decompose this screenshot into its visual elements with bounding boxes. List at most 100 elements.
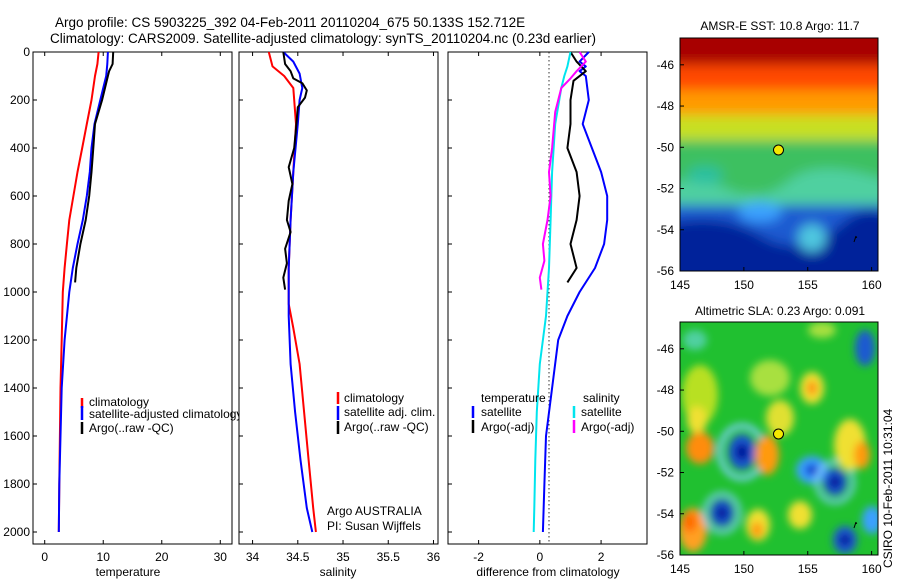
timestamp-label: CSIRO 10-Feb-2011 10:31:04 <box>881 408 895 568</box>
x-tick-label: 20 <box>155 550 169 564</box>
series-line-2 <box>74 51 115 283</box>
temperature-ticks: 0 10 20 30 0 200 400 600 800 1000 1200 1400 1600 1800… <box>3 45 227 564</box>
y-tick-label: -56 <box>657 264 675 278</box>
salinity-axes-frame <box>238 51 439 545</box>
legend-label-argo: Argo(..raw -QC) <box>344 420 429 434</box>
sst-map-ticks: 145 150 155 160 -46 -48 -50 -52 -54 -56 <box>657 58 882 292</box>
x-tick-label: 145 <box>670 278 690 292</box>
credit-line2: PI: Susan Wijffels <box>327 519 421 533</box>
legend-label-satellite: satellite-adjusted climatology <box>89 407 242 421</box>
x-tick-label: 10 <box>97 550 111 564</box>
sla-map-frame <box>679 321 879 556</box>
difference-legend: temperature satellite Argo(-adj) salinit… <box>471 391 634 434</box>
y-tick-label: -52 <box>657 466 675 480</box>
salinity-ticks: 34 34.5 35 35.5 36 <box>239 51 441 564</box>
temperature-legend: climatology satellite-adjusted climatolo… <box>80 395 242 435</box>
difference-panel: -2 0 2 difference from climatology tempera… <box>447 51 648 579</box>
y-tick-label: 2000 <box>3 525 30 539</box>
x-tick-label: 35 <box>336 550 350 564</box>
x-tick-label: 155 <box>798 562 818 576</box>
legend-label-sal-satellite: satellite <box>581 405 622 419</box>
y-tick-label: -48 <box>657 99 675 113</box>
sst-map-title: AMSR-E SST: 10.8 Argo: 11.7 <box>700 19 860 33</box>
x-tick-label: 155 <box>798 278 818 292</box>
y-tick-label: -48 <box>657 383 675 397</box>
legend-label-argo: Argo(..raw -QC) <box>89 421 174 435</box>
sla-heatmap <box>680 322 878 555</box>
legend-group-salinity: salinity <box>583 391 620 405</box>
sla-map-panel: Altimetric SLA: 0.23 Argo: 0.091 <box>657 304 882 576</box>
sst-map-frame <box>679 37 879 272</box>
x-tick-label: 0 <box>537 550 544 564</box>
sst-map-panel: AMSR-E SST: 10.8 Argo: 11.7 145 150 155 160… <box>657 19 882 292</box>
y-tick-label: 1000 <box>3 285 30 299</box>
y-tick-label: -46 <box>657 342 675 356</box>
temperature-panel: 0 10 20 30 0 200 400 600 800 1000 1200 1400 1600 1800… <box>3 45 242 579</box>
y-tick-label: -46 <box>657 58 675 72</box>
series-line-1 <box>282 51 314 533</box>
x-tick-label: 160 <box>862 562 882 576</box>
x-tick-label: 0 <box>41 550 48 564</box>
series-line-0 <box>541 51 609 533</box>
sla-map-coast-mark <box>853 521 858 529</box>
legend-label-climatology: climatology <box>89 395 149 409</box>
series-line-2 <box>282 51 308 290</box>
salinity-panel: 34 34.5 35 35.5 36 salinity climatology sate… <box>238 51 441 579</box>
series-line-2 <box>532 51 572 533</box>
x-tick-label: 2 <box>598 550 605 564</box>
salinity-xlabel: salinity <box>320 565 357 579</box>
y-tick-label: 1400 <box>3 381 30 395</box>
legend-label-satellite: satellite adj. clim. <box>344 405 435 419</box>
y-tick-label: 200 <box>10 93 30 107</box>
y-tick-label: -54 <box>657 223 675 237</box>
argo-position-marker <box>773 428 784 440</box>
y-tick-label: 600 <box>10 189 30 203</box>
y-tick-label: -50 <box>657 140 675 154</box>
y-tick-label: -56 <box>657 548 675 562</box>
x-tick-label: -2 <box>473 550 484 564</box>
x-tick-label: 30 <box>214 550 228 564</box>
difference-series <box>532 51 609 533</box>
figure-title-line1: Argo profile: CS 5903225_392 04-Feb-2011… <box>55 15 525 30</box>
salinity-legend: climatology satellite adj. clim. Argo(..… <box>336 391 435 434</box>
legend-label-temp-satellite: satellite <box>481 405 522 419</box>
figure-title-line2: Climatology: CARS2009. Satellite-adjuste… <box>50 31 596 46</box>
y-tick-label: 800 <box>10 237 30 251</box>
y-tick-label: 1200 <box>3 333 30 347</box>
legend-label-temp-argo: Argo(-adj) <box>481 420 534 434</box>
sst-map-coast-mark <box>853 235 858 243</box>
y-tick-label: 1600 <box>3 429 30 443</box>
legend-group-temperature: temperature <box>481 391 546 405</box>
series-line-1 <box>57 51 109 533</box>
x-tick-label: 35.5 <box>377 550 401 564</box>
credit-line1: Argo AUSTRALIA <box>327 504 422 518</box>
sla-map-ticks: 145 150 155 160 -46 -48 -50 -52 -54 -56 <box>657 342 882 576</box>
difference-ticks: -2 0 2 <box>448 51 605 564</box>
series-line-3 <box>538 51 587 290</box>
x-tick-label: 150 <box>734 562 754 576</box>
sla-map-title: Altimetric SLA: 0.23 Argo: 0.091 <box>695 304 865 318</box>
y-tick-label: 0 <box>23 45 30 59</box>
x-tick-label: 145 <box>670 562 690 576</box>
temperature-series <box>57 51 115 533</box>
salinity-series <box>267 51 317 533</box>
series-line-1 <box>566 51 587 283</box>
y-tick-label: -52 <box>657 182 675 196</box>
difference-xlabel: difference from climatology <box>476 565 619 579</box>
temperature-axes-frame <box>32 51 233 545</box>
sst-heatmap <box>680 38 878 271</box>
x-tick-label: 160 <box>862 278 882 292</box>
y-tick-label: 400 <box>10 141 30 155</box>
y-tick-label: -54 <box>657 507 675 521</box>
y-tick-label: 1800 <box>3 477 30 491</box>
x-tick-label: 150 <box>734 278 754 292</box>
x-tick-label: 34 <box>246 550 260 564</box>
legend-label-climatology: climatology <box>344 391 404 405</box>
y-tick-label: -50 <box>657 424 675 438</box>
legend-label-sal-argo: Argo(-adj) <box>581 420 634 434</box>
x-tick-label: 36 <box>427 550 441 564</box>
temperature-xlabel: temperature <box>96 565 161 579</box>
x-tick-label: 34.5 <box>286 550 310 564</box>
argo-position-marker <box>773 144 784 156</box>
